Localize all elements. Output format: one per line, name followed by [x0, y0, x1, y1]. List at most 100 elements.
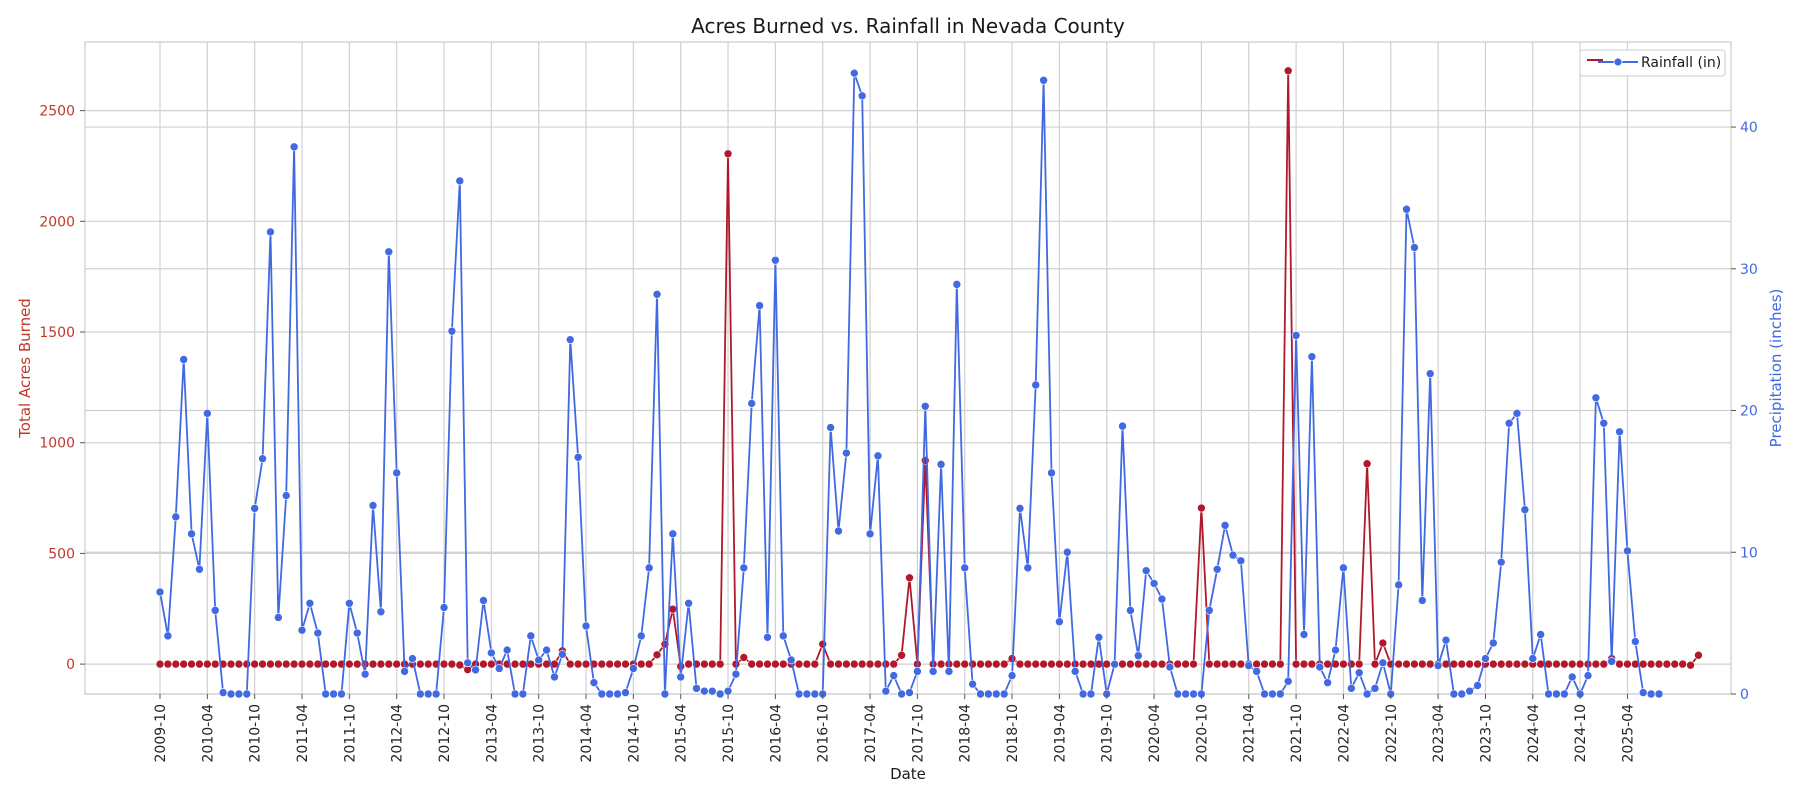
rain-point — [1165, 662, 1175, 672]
rain-point — [447, 326, 457, 336]
acres-point — [968, 659, 977, 669]
acres-point — [242, 659, 252, 669]
acres-point — [652, 650, 662, 660]
rain-point — [1441, 635, 1451, 645]
acres-point — [636, 659, 646, 669]
acres-point — [1638, 659, 1648, 669]
acres-point — [163, 659, 173, 669]
acres-point — [605, 659, 615, 669]
acres-point — [1354, 659, 1364, 669]
rain-point — [1410, 243, 1419, 252]
rain-point — [376, 607, 386, 617]
acres-point — [439, 659, 449, 669]
right-tick-label: 40 — [1740, 120, 1758, 136]
rain-point — [313, 628, 323, 638]
acres-point — [976, 659, 985, 669]
acres-point — [684, 659, 693, 669]
acres-point — [1205, 659, 1214, 669]
rain-point — [621, 688, 630, 697]
rain-point — [613, 689, 622, 699]
acres-point — [1560, 659, 1569, 669]
rain-point — [1354, 668, 1364, 678]
rain-point — [1189, 689, 1198, 699]
rain-point — [1031, 380, 1041, 390]
rain-point — [289, 142, 299, 152]
right-tick-label: 10 — [1740, 545, 1758, 561]
rain-point — [1638, 688, 1648, 697]
rain-point — [1070, 667, 1080, 676]
acres-point — [960, 659, 970, 669]
rain-point — [1528, 654, 1538, 663]
rain-point — [1425, 369, 1435, 378]
acres-point — [1220, 659, 1230, 669]
acres-point — [999, 659, 1009, 669]
rain-point — [1299, 630, 1309, 639]
x-tick-label: 2018-04 — [958, 704, 974, 763]
acres-point — [1307, 659, 1317, 669]
rain-point — [991, 689, 1001, 699]
rain-point — [1212, 564, 1222, 574]
acres-point — [1189, 659, 1198, 669]
acres-point — [1228, 659, 1238, 669]
rain-point — [1433, 661, 1443, 670]
rain-point — [502, 645, 512, 655]
acres-point — [865, 659, 875, 669]
rain-point — [439, 603, 449, 612]
acres-point — [1212, 659, 1222, 669]
x-tick-label: 2020-04 — [1147, 704, 1163, 763]
rain-point — [1370, 684, 1380, 693]
acres-point — [1181, 659, 1190, 669]
acres-point — [447, 659, 457, 669]
rain-point — [1615, 427, 1624, 437]
rain-point — [1544, 689, 1553, 699]
chart-title: Acres Burned vs. Rainfall in Nevada Coun… — [691, 14, 1125, 38]
acres-point — [1268, 659, 1277, 669]
rain-point — [865, 529, 875, 539]
rain-point — [1560, 689, 1569, 699]
x-tick-label: 2014-10 — [626, 704, 642, 763]
acres-point — [597, 659, 607, 669]
rain-point — [952, 280, 962, 289]
acres-point — [778, 659, 788, 669]
rain-point — [1473, 681, 1482, 690]
rain-point — [1205, 606, 1214, 615]
rain-point — [668, 529, 678, 539]
acres-point — [1575, 659, 1585, 669]
rain-point — [976, 689, 985, 699]
acres-point — [1291, 659, 1301, 669]
grid-lines — [85, 42, 1731, 695]
rain-point — [1362, 689, 1372, 699]
acres-point — [1552, 659, 1561, 669]
x-tick-label: 2012-10 — [437, 704, 453, 763]
acres-point — [1133, 659, 1143, 669]
rain-point — [163, 631, 173, 641]
rain-point — [368, 501, 378, 510]
rain-point — [1268, 689, 1277, 699]
rain-point — [999, 689, 1009, 699]
acres-point — [857, 659, 867, 669]
acres-point — [991, 659, 1001, 669]
rain-point — [1623, 546, 1632, 556]
acres-point — [1323, 659, 1332, 669]
acres-point — [1370, 659, 1380, 669]
x-tick-label: 2015-04 — [674, 704, 690, 763]
acres-point — [723, 149, 733, 159]
rain-point — [1654, 689, 1664, 699]
acres-point — [1260, 659, 1269, 669]
left-axis-ticks: 0 500 1000 1500 2000 2500 — [39, 104, 85, 673]
rain-point — [731, 669, 741, 679]
acres-point — [384, 659, 394, 669]
x-tick-label: 2017-10 — [910, 704, 926, 763]
acres-point — [1118, 659, 1127, 669]
acres-point — [1362, 459, 1372, 469]
acres-point — [763, 659, 772, 669]
x-tick-label: 2010-04 — [200, 704, 216, 763]
left-tick-label: 0 — [66, 657, 75, 673]
rain-point — [684, 598, 693, 608]
rain-point — [1173, 689, 1183, 699]
rain-point — [494, 664, 504, 673]
acres-point — [1276, 659, 1285, 669]
rain-point — [1039, 75, 1048, 85]
rain-point — [960, 563, 970, 573]
rain-point — [155, 587, 165, 597]
